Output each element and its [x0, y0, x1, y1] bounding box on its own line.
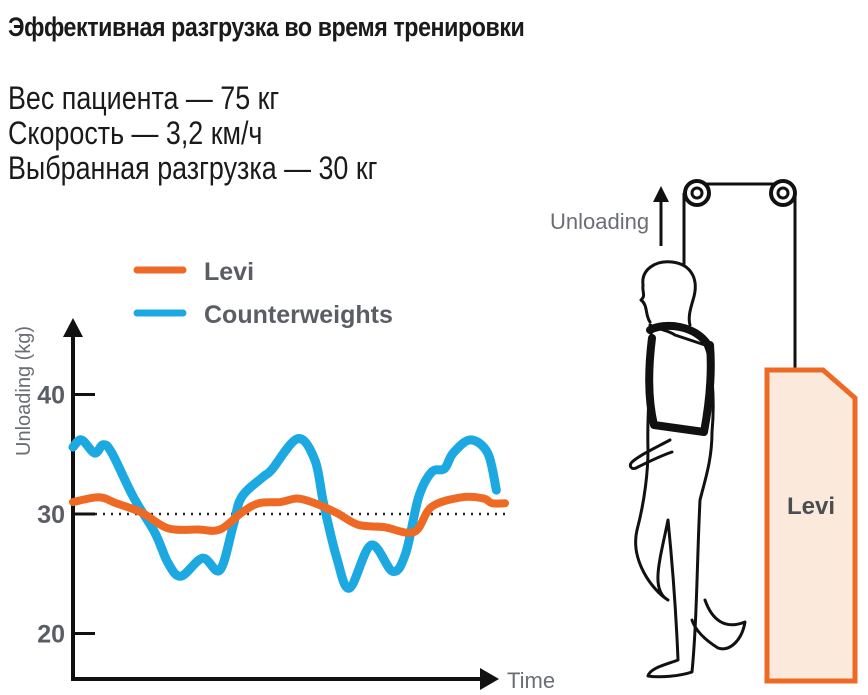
series-line-levi	[69, 492, 509, 537]
pulley-left-icon	[683, 179, 711, 207]
x-axis-label: Time	[507, 668, 555, 693]
series-line-counterweights	[68, 434, 501, 593]
unloading-label: Unloading	[550, 209, 649, 234]
levi-device	[764, 367, 858, 684]
y-axis-arrow-icon	[63, 318, 83, 337]
patient-weight: Вес пациента — 75 кг	[8, 80, 280, 116]
legend-levi-label: Levi	[204, 258, 254, 286]
selected-unloading: Выбранная разгрузка — 30 кг	[8, 150, 378, 186]
unloading-arrow-head-icon	[653, 186, 669, 202]
y-tick-label: 40	[37, 382, 65, 410]
y-tick-label: 20	[37, 621, 65, 649]
y-axis-label: Unloading (kg)	[13, 326, 35, 456]
legend-counterweights-label: Counterweights	[204, 301, 393, 329]
device-label: Levi	[787, 493, 835, 520]
page-title: Эффективная разгрузка во время тренировк…	[8, 12, 525, 42]
y-tick-label: 30	[37, 501, 65, 529]
x-axis-arrow-icon	[480, 668, 499, 690]
speed: Скорость — 3,2 км/ч	[8, 115, 263, 151]
pulley-right-icon	[769, 179, 797, 207]
unloading-diagram: Unloading Levi	[550, 179, 858, 684]
patient-figure-icon	[628, 260, 747, 679]
